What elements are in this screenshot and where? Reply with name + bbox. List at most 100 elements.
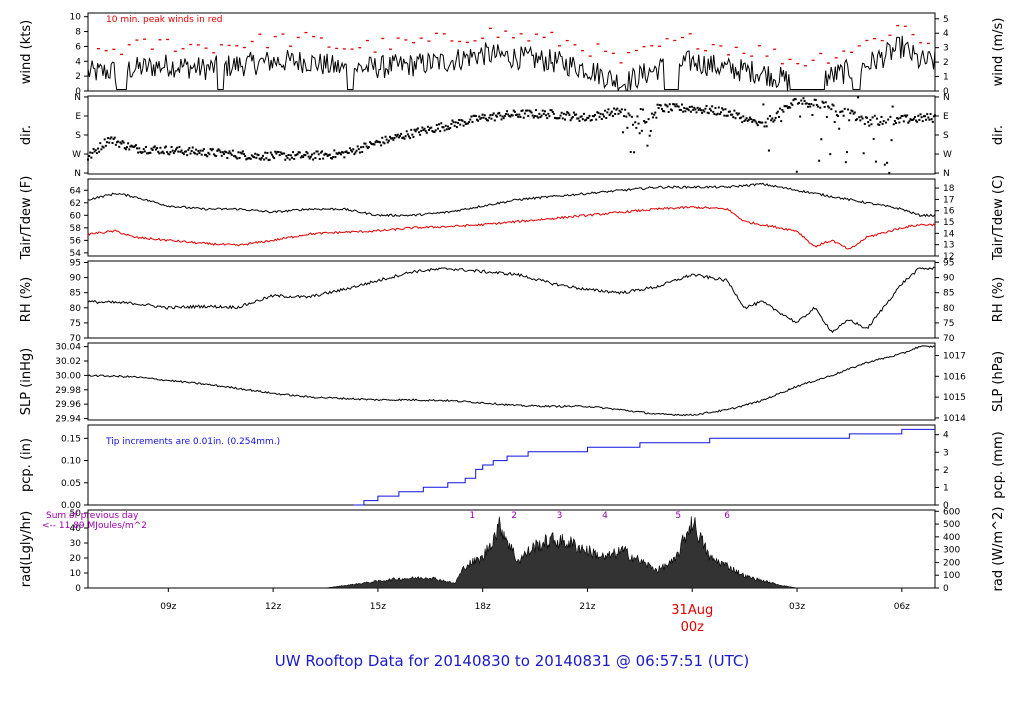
wind-direction-point bbox=[180, 149, 183, 152]
wind-direction-point bbox=[370, 142, 373, 145]
wind-direction-point bbox=[764, 121, 767, 124]
wind-direction-point bbox=[869, 119, 872, 122]
wind-direction-point bbox=[830, 108, 833, 111]
right-axis-label: RH (%) bbox=[991, 277, 1006, 322]
wind-direction-point bbox=[657, 106, 660, 109]
wind-direction-point bbox=[887, 118, 890, 121]
wind-direction-point bbox=[326, 154, 329, 157]
wind-direction-point bbox=[656, 103, 659, 106]
wind-direction-point bbox=[130, 144, 133, 147]
wind-direction-point bbox=[489, 114, 492, 117]
wind-direction-point bbox=[912, 117, 915, 120]
right-tick-label: 1 bbox=[943, 483, 949, 493]
wind-direction-point bbox=[572, 111, 575, 114]
wind-direction-point bbox=[198, 151, 201, 154]
right-tick-label: 100 bbox=[943, 571, 960, 581]
wind-direction-point bbox=[631, 123, 634, 126]
wind-direction-point bbox=[613, 107, 616, 110]
wind-direction-point bbox=[119, 141, 122, 144]
wind-direction-point bbox=[264, 151, 267, 154]
wind-direction-point bbox=[417, 131, 420, 134]
wind-direction-point bbox=[870, 123, 873, 126]
wind-direction-point bbox=[260, 156, 263, 159]
wind-direction-point bbox=[809, 105, 812, 108]
wind-direction-point bbox=[520, 109, 523, 112]
wind-direction-point bbox=[911, 118, 914, 121]
wind-direction-point bbox=[378, 141, 381, 144]
wind-direction-point bbox=[227, 152, 230, 155]
wind-series-line bbox=[87, 35, 936, 92]
wind-direction-point bbox=[842, 114, 845, 117]
wind-direction-point bbox=[793, 98, 796, 101]
wind-direction-point bbox=[222, 153, 225, 156]
wind-direction-point bbox=[461, 119, 464, 122]
wind-direction-point bbox=[808, 102, 811, 105]
wind-direction-point bbox=[581, 118, 584, 121]
right-tick-label: 400 bbox=[943, 533, 960, 543]
wind-direction-point bbox=[626, 126, 629, 129]
wind-direction-point bbox=[922, 115, 925, 118]
right-tick-label: 4 bbox=[943, 29, 949, 39]
wind-direction-point bbox=[607, 108, 610, 111]
wind-direction-point bbox=[171, 149, 174, 152]
right-tick-label: 90 bbox=[943, 274, 955, 284]
wind-direction-point bbox=[769, 115, 772, 118]
wind-direction-point bbox=[770, 119, 773, 122]
right-tick-label: 1014 bbox=[943, 414, 966, 424]
radiation-annotation-value: <-- 11.89 MJoules/m^2 bbox=[42, 521, 147, 531]
wind-direction-point bbox=[640, 129, 643, 132]
right-tick-label: 1 bbox=[943, 73, 949, 83]
right-tick-label: 70 bbox=[943, 334, 955, 344]
left-tick-label: 85 bbox=[70, 289, 81, 299]
wind-direction-point bbox=[932, 115, 935, 118]
wind-direction-point bbox=[316, 150, 319, 153]
wind-direction-point bbox=[187, 148, 190, 151]
wind-direction-point bbox=[931, 120, 934, 123]
wind-direction-point bbox=[266, 151, 269, 154]
wind-direction-point bbox=[167, 152, 170, 155]
wind-direction-point bbox=[906, 114, 909, 117]
right-tick-label: 300 bbox=[943, 546, 960, 556]
wind-direction-point bbox=[206, 155, 209, 158]
wind-direction-point bbox=[117, 140, 120, 143]
wind-direction-point bbox=[589, 119, 592, 122]
wind-direction-point bbox=[364, 142, 367, 145]
wind-direction-point bbox=[490, 117, 493, 120]
wind-direction-point bbox=[755, 122, 758, 125]
wind-direction-point bbox=[732, 116, 735, 119]
wind-direction-point bbox=[703, 110, 706, 113]
wind-direction-point bbox=[813, 98, 816, 101]
wind-direction-point bbox=[415, 128, 418, 131]
wind-direction-point bbox=[429, 127, 432, 130]
wind-direction-point bbox=[921, 120, 924, 123]
wind-direction-point bbox=[493, 119, 496, 122]
wind-direction-point bbox=[845, 151, 848, 154]
wind-direction-point bbox=[258, 157, 261, 160]
wind-direction-point bbox=[683, 106, 686, 109]
wind-direction-point bbox=[694, 108, 697, 111]
wind-direction-point bbox=[141, 151, 144, 154]
wind-direction-point bbox=[196, 153, 199, 156]
wind-direction-point bbox=[789, 106, 792, 109]
wind-direction-point bbox=[864, 116, 867, 119]
wind-direction-point bbox=[179, 150, 182, 153]
wind-direction-point bbox=[547, 112, 550, 115]
wind-direction-point bbox=[884, 121, 887, 124]
wind-direction-point bbox=[742, 115, 745, 118]
wind-direction-point bbox=[454, 121, 457, 124]
wind-direction-point bbox=[529, 110, 532, 113]
wind-direction-point bbox=[424, 130, 427, 133]
wind-direction-point bbox=[189, 152, 192, 155]
wind-direction-point bbox=[94, 149, 97, 152]
wind-direction-point bbox=[672, 103, 675, 106]
wind-direction-point bbox=[662, 110, 665, 113]
wind-direction-point bbox=[736, 113, 739, 116]
wind-direction-point bbox=[238, 156, 241, 159]
wind-direction-point bbox=[920, 116, 923, 119]
wind-direction-point bbox=[668, 103, 671, 106]
wind-direction-point bbox=[610, 110, 613, 113]
wind-direction-point bbox=[143, 150, 146, 153]
wind-direction-point bbox=[420, 129, 423, 132]
wind-direction-point bbox=[737, 112, 740, 115]
wind-direction-point bbox=[776, 110, 779, 113]
